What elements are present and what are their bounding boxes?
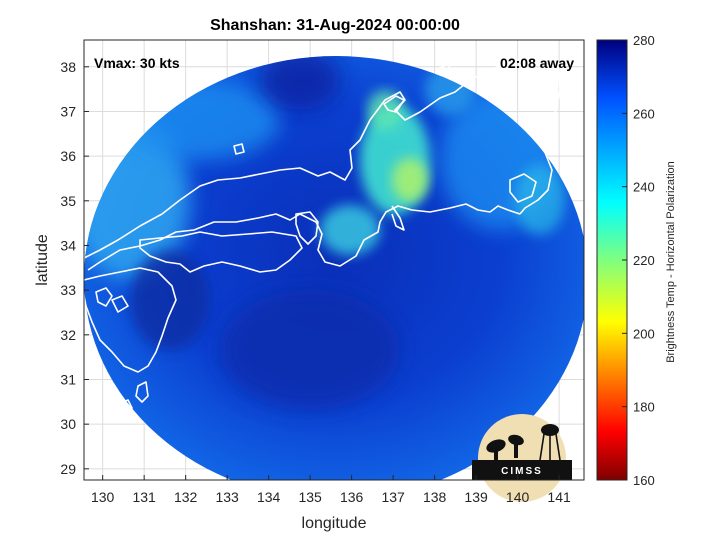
coast-islands-west: [95, 287, 129, 313]
colorbar-tick-label: 240: [633, 180, 655, 195]
chart-title: Shanshan: 31-Aug-2024 00:00:00: [210, 17, 460, 34]
cloud-band-3: [320, 205, 380, 255]
x-tick-label: 136: [340, 489, 364, 505]
x-tick-label: 131: [132, 489, 156, 505]
x-tick-label: 138: [423, 489, 447, 505]
y-tick-label: 29: [60, 461, 76, 477]
coast-tanegashima: [117, 399, 133, 413]
cloud-band-2: [392, 158, 428, 202]
coast-boso: [509, 173, 537, 203]
y-tick-label: 37: [60, 103, 76, 119]
cloud-band-4: [367, 90, 403, 130]
logo-dish-left-stand: [494, 448, 498, 460]
y-tick-label: 33: [60, 282, 76, 298]
x-tick-label: 137: [381, 489, 405, 505]
x-tick-label: 130: [91, 489, 115, 505]
colorbar-label: Brightness Temp - Horizontal Polarizatio…: [665, 161, 677, 363]
logo-water-tower: [541, 424, 559, 436]
logo-text: CIMSS: [501, 466, 543, 477]
cloud-band-5: [515, 165, 565, 235]
colorbar-tick-label: 280: [633, 33, 655, 48]
logo-tower-legs: [539, 433, 561, 461]
colorbar-tick-label: 180: [633, 400, 655, 415]
x-tick-label: 132: [174, 489, 198, 505]
coast-kyushu: [84, 267, 177, 373]
plot-frame: [83, 39, 585, 481]
coast-yakushima: [135, 381, 149, 403]
coast-oki: [233, 143, 245, 155]
satellite-swath: [84, 56, 584, 480]
y-tick-label: 38: [60, 59, 76, 75]
coastlines: [84, 49, 561, 413]
logo-dish-center: [508, 434, 524, 446]
y-axis: 29 30 31 32 33 34 35 36 37 38: [60, 59, 89, 477]
colorbar-tick-label: 220: [633, 253, 655, 268]
coast-honshu-north: [84, 49, 561, 259]
colorbar-tick-label: 200: [633, 326, 655, 341]
x-axis-label: longitude: [302, 515, 367, 532]
colorbar: 160 180 200 220 240 260 280 Brightness Temp - …: [596, 33, 677, 488]
logo-base-band: [472, 460, 572, 480]
y-tick-label: 30: [60, 416, 76, 432]
x-tick-label: 141: [547, 489, 571, 505]
x-tick-label: 140: [506, 489, 530, 505]
coast-sado: [439, 63, 453, 77]
y-tick-label: 35: [60, 193, 76, 209]
logo-dish-center-stand: [514, 442, 518, 458]
logo-dish-left: [486, 439, 506, 453]
x-tick-label: 134: [257, 489, 281, 505]
plot-area: Vmax: 30 kts 02:08 away CIMSS: [83, 39, 585, 502]
y-tick-label: 36: [60, 148, 76, 164]
y-tick-label: 32: [60, 327, 76, 343]
vmax-annotation: Vmax: 30 kts: [94, 55, 180, 71]
coast-izu-peninsula: [391, 205, 405, 231]
colorbar-tick-label: 160: [633, 473, 655, 488]
x-tick-label: 135: [298, 489, 322, 505]
x-tick-label: 139: [464, 489, 488, 505]
y-axis-label: latitude: [34, 234, 51, 286]
colorbar-ticks: 160 180 200 220 240 260 280: [622, 33, 655, 488]
coast-shikoku: [139, 231, 303, 273]
coast-noto: [383, 95, 405, 113]
coast-kii: [295, 211, 319, 245]
cold-region-north: [260, 56, 340, 110]
coast-honshu-south: [87, 203, 521, 271]
time-away-annotation: 02:08 away: [500, 55, 574, 71]
x-tick-label: 133: [215, 489, 239, 505]
cold-region-south: [220, 290, 400, 410]
land-dark-shikoku: [130, 250, 210, 350]
colorbar-tick-label: 260: [633, 106, 655, 121]
y-tick-label: 34: [60, 237, 76, 253]
y-tick-label: 31: [60, 371, 76, 387]
x-axis: 130 131 132 133 134 135 136 137 138 139 140 141: [91, 475, 571, 505]
